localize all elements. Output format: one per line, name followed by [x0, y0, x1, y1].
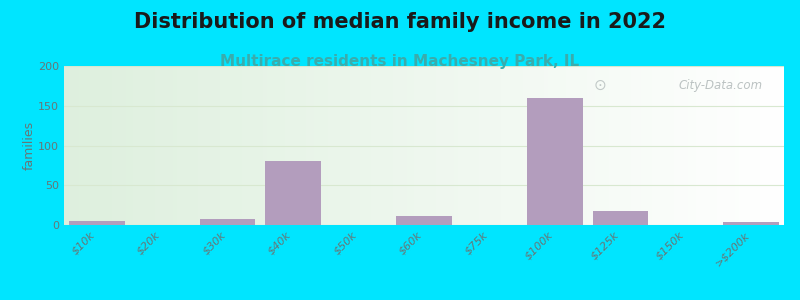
Bar [593, 211, 648, 225]
Text: City-Data.com: City-Data.com [678, 79, 762, 92]
Bar [69, 221, 125, 225]
Text: ⊙: ⊙ [594, 78, 606, 93]
Bar [527, 98, 582, 225]
Bar [396, 216, 452, 225]
Bar [723, 222, 779, 225]
Bar [266, 161, 321, 225]
Bar [200, 219, 255, 225]
Text: Multirace residents in Machesney Park, IL: Multirace residents in Machesney Park, I… [221, 54, 579, 69]
Y-axis label: families: families [22, 121, 35, 170]
Text: Distribution of median family income in 2022: Distribution of median family income in … [134, 12, 666, 32]
